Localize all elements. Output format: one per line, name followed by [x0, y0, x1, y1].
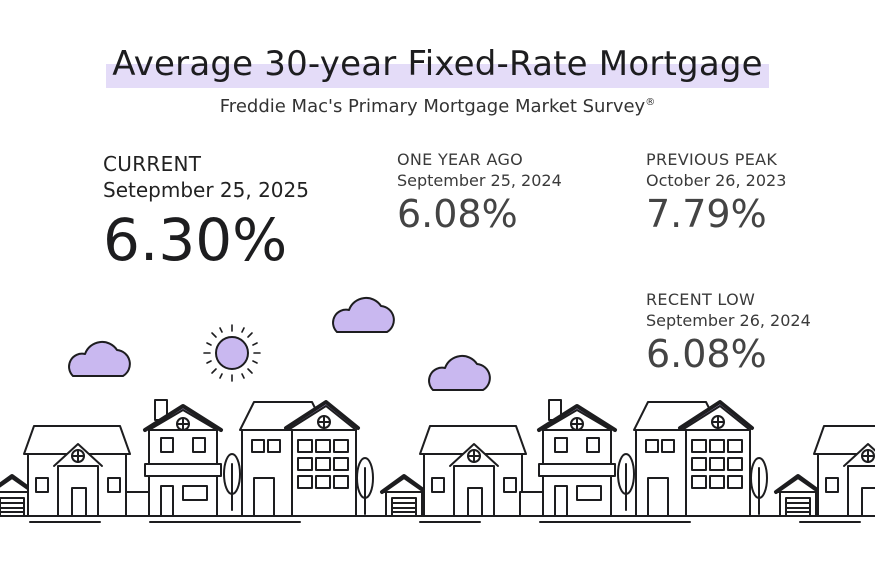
tree-icon: [617, 453, 635, 511]
ground-line: [0, 515, 875, 523]
house-icon: [813, 425, 875, 517]
neighborhood-illustration: [0, 296, 875, 523]
current-date: Setepmber 25, 2025: [103, 178, 309, 202]
fence: [519, 491, 545, 517]
one-year-ago-block: ONE YEAR AGO September 25, 2024 6.08%: [397, 150, 562, 236]
subtitle-text: Freddie Mac's Primary Mortgage Market Su…: [219, 96, 646, 117]
recent-low-value: 6.08%: [646, 332, 767, 376]
current-label: CURRENT: [103, 152, 202, 176]
garage-icon: [380, 474, 428, 518]
current-value: 6.30%: [103, 206, 288, 274]
one-year-ago-date: September 25, 2024: [397, 171, 562, 190]
tree-icon: [356, 457, 374, 515]
previous-peak-date: October 26, 2023: [646, 171, 787, 190]
house-icon: [632, 400, 754, 518]
house-icon: [419, 425, 527, 517]
house-icon: [143, 398, 223, 518]
registered-mark: ®: [645, 97, 656, 108]
title-block: Average 30-year Fixed-Rate Mortgage: [0, 42, 875, 88]
house-icon: [23, 425, 131, 517]
cloud-icon: [428, 354, 491, 391]
page-title: Average 30-year Fixed-Rate Mortgage: [106, 42, 769, 88]
recent-low-date: September 26, 2024: [646, 311, 811, 330]
previous-peak-value: 7.79%: [646, 192, 767, 236]
previous-peak-label: PREVIOUS PEAK: [646, 150, 778, 169]
current-rate-block: CURRENT Setepmber 25, 2025 6.30%: [103, 152, 309, 274]
page-subtitle: Freddie Mac's Primary Mortgage Market Su…: [0, 96, 875, 117]
cloud-icon: [332, 296, 395, 333]
recent-low-block: RECENT LOW September 26, 2024 6.08%: [646, 290, 811, 376]
tree-icon: [223, 453, 241, 511]
fence: [125, 491, 151, 517]
previous-peak-block: PREVIOUS PEAK October 26, 2023 7.79%: [646, 150, 786, 236]
sun-icon: [203, 324, 261, 382]
cloud-icon: [68, 340, 131, 377]
one-year-ago-label: ONE YEAR AGO: [397, 150, 524, 169]
house-icon: [238, 400, 360, 518]
house-icon: [537, 398, 617, 518]
garage-icon: [774, 474, 822, 518]
tree-icon: [750, 457, 768, 515]
one-year-ago-value: 6.08%: [397, 192, 518, 236]
recent-low-label: RECENT LOW: [646, 290, 756, 309]
